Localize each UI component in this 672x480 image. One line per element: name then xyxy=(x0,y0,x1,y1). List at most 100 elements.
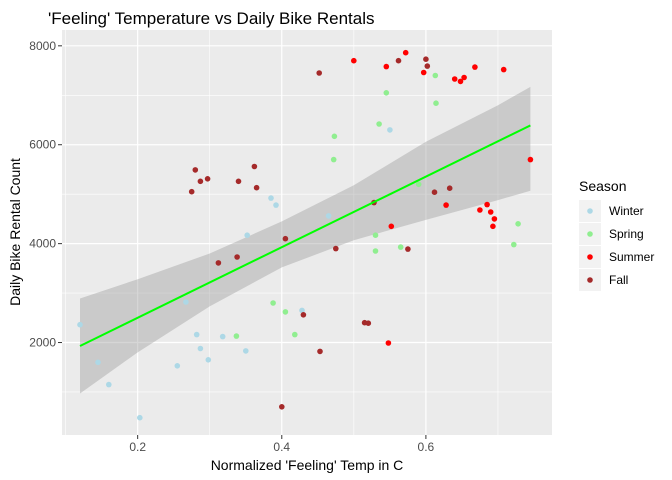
data-point-spring xyxy=(292,331,298,338)
data-point-fall xyxy=(251,163,258,170)
data-point-winter xyxy=(268,195,274,201)
y-tick-label: 8000 xyxy=(29,39,56,53)
data-point-spring xyxy=(397,244,404,250)
data-point-winter xyxy=(174,363,181,369)
data-point-summer xyxy=(484,201,490,208)
data-point-winter xyxy=(183,299,189,305)
x-axis-title: Normalized 'Feeling' Temp in C xyxy=(211,457,404,473)
data-point-fall xyxy=(234,254,240,260)
confidence-band-layer xyxy=(80,86,531,394)
confidence-band xyxy=(80,86,531,394)
data-point-spring xyxy=(515,221,521,227)
legend-label: Spring xyxy=(609,227,644,241)
legend-title: Season xyxy=(579,178,626,194)
data-point-fall xyxy=(431,189,438,195)
y-tick-label: 4000 xyxy=(29,237,56,251)
data-point-spring xyxy=(511,241,517,248)
data-point-fall xyxy=(197,178,204,185)
legend-swatch xyxy=(587,277,593,283)
x-tick-label: 0.4 xyxy=(273,440,290,454)
data-point-spring xyxy=(270,300,276,306)
data-point-summer xyxy=(383,63,390,70)
data-point-spring xyxy=(330,156,337,163)
data-point-spring xyxy=(432,72,439,79)
data-point-fall xyxy=(317,348,323,355)
data-point-winter xyxy=(137,414,143,421)
minor-gridlines xyxy=(62,30,552,435)
data-point-fall xyxy=(365,320,372,327)
chart-title: 'Feeling' Temperature vs Daily Bike Rent… xyxy=(48,9,375,28)
data-point-summer xyxy=(443,202,449,208)
y-axis: 2000 4000 6000 8000 xyxy=(29,39,62,350)
data-point-summer xyxy=(388,223,395,230)
legend: Season Winter Spring Summer Fall xyxy=(579,178,654,291)
data-point-spring xyxy=(433,100,439,106)
data-point-summer xyxy=(487,209,494,215)
data-point-fall xyxy=(446,185,453,191)
data-point-fall xyxy=(279,404,285,410)
legend-swatch xyxy=(587,208,593,214)
y-tick-label: 2000 xyxy=(29,336,56,350)
legend-item-summer: Summer xyxy=(579,246,654,268)
legend-label: Summer xyxy=(609,250,654,264)
data-point-fall xyxy=(316,70,323,76)
x-axis: 0.2 0.4 0.6 xyxy=(129,435,435,454)
data-point-winter xyxy=(299,307,305,314)
data-point-spring xyxy=(383,90,390,96)
y-axis-title: Daily Bike Rental Count xyxy=(7,158,23,306)
data-point-spring xyxy=(372,232,379,238)
data-point-summer xyxy=(490,223,496,230)
data-point-summer xyxy=(402,49,409,56)
legend-item-winter: Winter xyxy=(579,200,644,222)
data-point-winter xyxy=(197,345,204,352)
data-point-spring xyxy=(415,181,422,188)
legend-label: Winter xyxy=(609,204,644,218)
data-point-fall xyxy=(395,57,402,64)
data-point-fall xyxy=(253,184,260,191)
x-tick-label: 0.2 xyxy=(129,440,146,454)
data-point-winter xyxy=(205,357,212,363)
data-point-fall xyxy=(215,260,222,266)
major-gridlines xyxy=(62,30,552,435)
points-layer xyxy=(77,49,534,421)
data-point-fall xyxy=(188,188,195,195)
series-winter xyxy=(77,127,393,421)
data-point-winter xyxy=(106,381,112,388)
data-point-winter xyxy=(387,127,393,133)
data-point-fall xyxy=(333,245,339,252)
data-point-summer xyxy=(420,69,427,76)
legend-swatch xyxy=(587,254,593,260)
legend-label: Fall xyxy=(609,273,628,287)
data-point-summer xyxy=(500,66,507,73)
data-point-summer xyxy=(461,74,467,81)
series-spring xyxy=(233,72,521,339)
data-point-winter xyxy=(325,213,332,219)
data-point-summer xyxy=(457,78,464,85)
data-point-winter xyxy=(273,202,279,208)
plot-panel xyxy=(62,30,552,435)
data-point-fall xyxy=(282,235,289,242)
legend-item-spring: Spring xyxy=(579,223,644,245)
data-point-spring xyxy=(372,248,379,254)
legend-swatch xyxy=(587,231,593,237)
data-point-summer xyxy=(351,57,357,64)
data-point-spring xyxy=(282,309,289,315)
fit-line xyxy=(79,124,531,347)
data-point-fall xyxy=(424,63,431,69)
data-point-winter xyxy=(244,232,250,238)
data-point-fall xyxy=(405,246,411,252)
data-point-fall xyxy=(300,312,307,318)
legend-item-fall: Fall xyxy=(579,269,628,291)
data-point-summer xyxy=(472,64,478,70)
fit-line-layer xyxy=(79,124,531,347)
data-point-spring xyxy=(331,133,338,140)
data-point-winter xyxy=(219,333,226,340)
data-point-fall xyxy=(423,56,429,62)
data-point-spring xyxy=(233,333,240,339)
data-point-summer xyxy=(451,76,458,82)
data-point-winter xyxy=(77,321,83,328)
data-point-summer xyxy=(491,216,498,222)
y-tick-label: 6000 xyxy=(29,138,56,152)
data-point-fall xyxy=(204,176,211,182)
